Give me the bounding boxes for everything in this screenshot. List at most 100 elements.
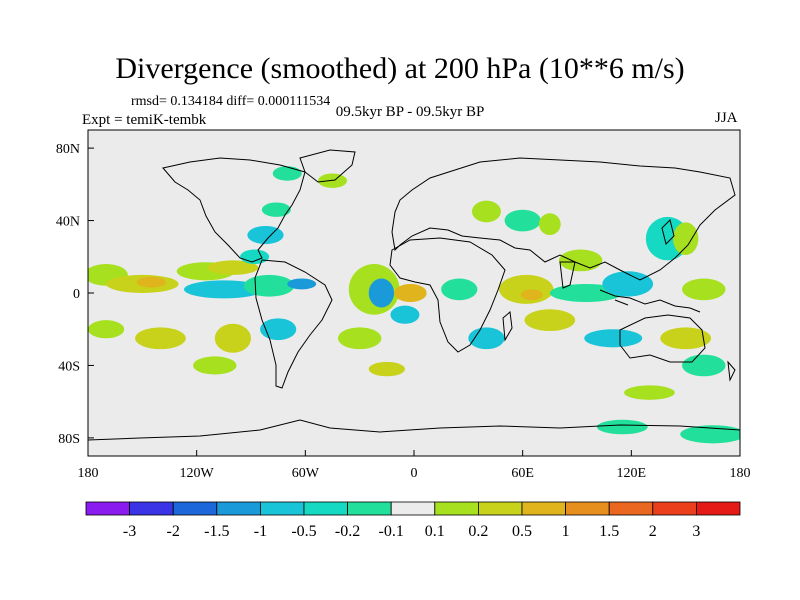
anomaly-region xyxy=(135,327,186,350)
colorbar-label: 0.1 xyxy=(425,523,445,540)
anomaly-region xyxy=(272,166,302,181)
anomaly-region xyxy=(207,260,259,275)
anomaly-region xyxy=(524,309,576,332)
anomaly-region xyxy=(368,278,395,308)
x-tick-label: 120E xyxy=(617,466,647,481)
coastline-indonesia xyxy=(599,289,701,313)
anomaly-region xyxy=(287,278,317,290)
colorbar-swatch xyxy=(172,501,218,516)
y-tick-label: 0 xyxy=(73,287,80,302)
x-tick-label: 0 xyxy=(411,466,418,481)
colorbar-label: -3 xyxy=(123,523,136,540)
x-tick-label: 180 xyxy=(730,466,751,481)
anomaly-region xyxy=(584,329,643,348)
colorbar-swatch xyxy=(434,501,479,516)
x-tick-label: 180 xyxy=(78,466,99,481)
coastline-japan xyxy=(661,219,675,245)
period-label: 09.5kyr BP - 09.5kyr BP xyxy=(335,104,485,120)
anomaly-region xyxy=(468,327,505,350)
colorbar-label: -0.5 xyxy=(291,523,316,540)
anomaly-region xyxy=(240,249,270,265)
anomaly-region xyxy=(558,249,603,272)
anomaly-region xyxy=(672,222,699,255)
anomaly-region xyxy=(471,200,501,223)
colorbar-swatch xyxy=(565,501,610,516)
anomaly-region xyxy=(538,213,561,236)
anomaly-region xyxy=(682,354,726,377)
colorbar-swatch xyxy=(477,501,523,516)
colorbar-label: 3 xyxy=(692,523,700,540)
x-tick-label: 120W xyxy=(180,466,215,481)
colorbar-swatch xyxy=(216,501,261,516)
x-axis: 180 120W 60W 0 60E 120E 180 xyxy=(78,450,751,481)
coastline-new-zealand xyxy=(727,360,736,382)
colorbar-label: 1.5 xyxy=(599,523,619,540)
anomaly-region xyxy=(88,320,125,339)
coastline-india xyxy=(559,261,576,289)
anomaly-region xyxy=(504,209,541,232)
coastline-australia xyxy=(619,314,706,363)
colorbar-swatch xyxy=(696,501,741,516)
coastlines xyxy=(88,149,740,441)
colorbar-label: -1.5 xyxy=(204,523,229,540)
colorbar-label: 0.5 xyxy=(512,523,532,540)
colorbar-swatch xyxy=(347,501,392,516)
anomaly-region xyxy=(390,305,420,324)
anomaly-region xyxy=(260,318,297,341)
x-tick-label: 60E xyxy=(511,466,534,481)
anomaly-region xyxy=(660,327,712,350)
coastline-eurasia xyxy=(391,157,736,281)
y-tick-label: 80S xyxy=(58,432,80,447)
coastline-greenland xyxy=(299,149,356,183)
y-tick-label: 80N xyxy=(56,142,80,157)
colorbar-label: -0.1 xyxy=(379,523,404,540)
anomaly-region xyxy=(680,425,740,444)
anomaly-region xyxy=(602,271,654,297)
anomaly-region xyxy=(682,278,726,301)
colorbar-swatch xyxy=(608,501,654,516)
anomaly-region xyxy=(368,361,405,377)
experiment-label: Expt = temiK-tembk xyxy=(82,112,207,128)
coastline-antarctica xyxy=(88,419,740,441)
colorbar-label: 0.2 xyxy=(468,523,488,540)
colorbar-label: 1 xyxy=(562,523,570,540)
anomaly-region xyxy=(337,327,382,350)
y-tick-label: 40S xyxy=(58,359,80,374)
coastline-africa xyxy=(389,237,506,353)
anomaly-region xyxy=(394,283,427,303)
colorbar-swatch xyxy=(652,501,697,516)
anomaly-region xyxy=(520,289,543,301)
colorbar-label: -1 xyxy=(254,523,267,540)
y-axis: 80N 40N 0 40S 80S xyxy=(56,142,94,447)
anomaly-region xyxy=(247,225,284,245)
colorbar-swatch xyxy=(303,501,348,516)
colorbar-label: -0.2 xyxy=(335,523,360,540)
anomaly-region xyxy=(136,276,166,288)
anomaly-region xyxy=(214,323,251,353)
anomaly-region xyxy=(624,385,675,400)
colorbar-swatch xyxy=(521,501,566,516)
colorbar-swatch xyxy=(129,501,174,516)
anomaly-region xyxy=(261,202,291,217)
anomaly-layer xyxy=(88,166,740,444)
colorbar-label: 2 xyxy=(649,523,657,540)
colorbar: -3 -2 -1.5 -1 -0.5 -0.2 -0.1 0.1 0.2 0.5 1 1.5 2 3 xyxy=(85,501,741,540)
colorbar-label: -2 xyxy=(167,523,180,540)
season-label: JJA xyxy=(715,110,738,126)
coastline-madagascar xyxy=(502,311,513,342)
anomaly-region xyxy=(193,356,237,375)
coastline-north-america xyxy=(162,157,306,263)
chart-title: Divergence (smoothed) at 200 hPa (10**6 … xyxy=(115,52,685,85)
coastline-south-america xyxy=(254,259,333,389)
anomaly-region xyxy=(243,274,295,297)
anomaly-region xyxy=(441,278,478,301)
rmsd-text: rmsd= 0.134184 diff= 0.000111534 xyxy=(131,94,331,109)
anomaly-region xyxy=(596,419,648,435)
y-tick-label: 40N xyxy=(56,215,80,230)
anomaly-region xyxy=(183,280,264,299)
anomaly-region xyxy=(499,274,554,304)
x-tick-label: 60W xyxy=(292,466,320,481)
colorbar-swatch xyxy=(390,501,436,516)
